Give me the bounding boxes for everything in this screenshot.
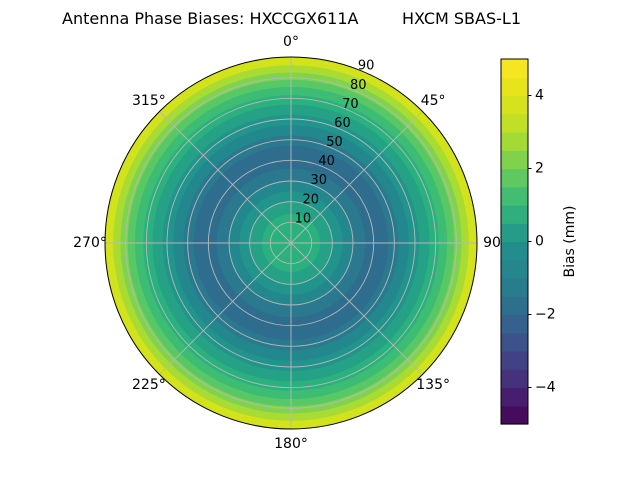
colorbar-tick-label: 0	[535, 234, 544, 250]
theta-tick-label: 0°	[283, 34, 299, 50]
colorbar-segment	[501, 150, 528, 170]
radius-tick-label: 60	[334, 116, 351, 131]
outer-spine	[104, 56, 478, 430]
colorbar-segment	[501, 314, 528, 334]
colorbar-tick-label: −4	[535, 380, 556, 396]
colorbar-tick-label: 2	[535, 161, 544, 177]
radius-tick-label: 50	[326, 135, 343, 150]
theta-tick-label: 45°	[421, 93, 446, 109]
radius-tick-labels: 10 20 30 40 50 60 70 80 90	[295, 59, 375, 227]
colorbar-segment	[501, 168, 528, 188]
colorbar-segment	[501, 205, 528, 224]
grid-spoke	[159, 111, 292, 244]
colorbar-segment	[501, 369, 528, 389]
colorbar-axis-label: Bias (mm)	[562, 205, 578, 277]
colorbar-segment	[501, 59, 528, 78]
radius-tick-label: 20	[303, 192, 320, 207]
polar-grid	[104, 56, 478, 430]
theta-tick-label: 225°	[132, 377, 166, 393]
colorbar-segment	[501, 332, 528, 352]
radius-tick-label: 40	[318, 154, 335, 169]
colorbar-segment	[501, 113, 528, 133]
colorbar-segment	[501, 351, 528, 370]
radius-tick-label: 10	[295, 211, 312, 226]
grid-spoke	[290, 111, 423, 244]
colorbar-segment	[501, 241, 528, 261]
colorbar-segment	[501, 95, 528, 115]
radius-tick-label: 90	[358, 59, 375, 74]
colorbar-tick-label: 4	[535, 88, 544, 104]
grid-spoke	[290, 242, 423, 375]
radius-tick-label: 80	[350, 78, 367, 93]
theta-tick-label: 315°	[132, 93, 166, 109]
theta-tick-label: 180°	[274, 436, 308, 452]
theta-tick-labels: 0° 45° 90 135° 180° 225° 270° 315°	[73, 34, 501, 452]
chart-title-left: Antenna Phase Biases: HXCCGX611A	[62, 9, 359, 28]
colorbar-segment	[501, 77, 528, 97]
grid-spoke	[159, 242, 292, 375]
colorbar-segment	[501, 387, 528, 407]
chart-title-right: HXCM SBAS-L1	[402, 9, 521, 28]
colorbar: −4 −2 0 2 4 Bias (mm)	[500, 58, 578, 425]
colorbar-tick-label: −2	[535, 307, 556, 323]
theta-tick-label: 135°	[416, 377, 450, 393]
colorbar-segment	[501, 296, 528, 316]
colorbar-segment	[501, 259, 528, 279]
colorbar-segment	[501, 186, 528, 206]
colorbar-segment	[501, 278, 528, 297]
radius-tick-label: 30	[310, 173, 327, 188]
theta-tick-label: 90	[483, 235, 501, 251]
radius-tick-label: 70	[342, 97, 359, 112]
colorbar-segment	[501, 132, 528, 151]
colorbar-segment	[501, 223, 528, 243]
theta-tick-label: 270°	[73, 235, 107, 251]
colorbar-segment	[501, 405, 528, 425]
